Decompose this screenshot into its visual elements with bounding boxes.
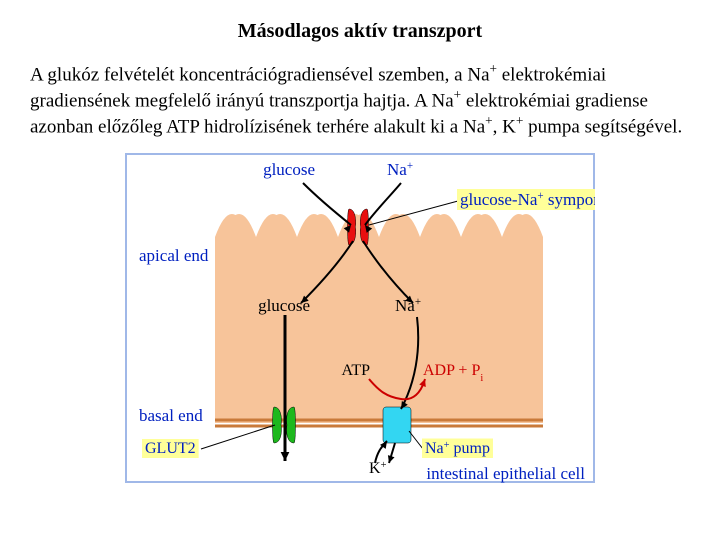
svg-text:apical end: apical end	[139, 246, 209, 265]
page-title: Másodlagos aktív transzport	[30, 20, 690, 43]
svg-text:glucose-Na+ symport: glucose-Na+ symport	[460, 190, 595, 209]
transport-diagram: glucoseNa+glucose-Na+ symportapical endg…	[125, 153, 595, 483]
body-paragraph: A glukóz felvételét koncentrációgradiens…	[30, 61, 690, 139]
svg-text:glucose: glucose	[258, 296, 310, 315]
diagram-container: glucoseNa+glucose-Na+ symportapical endg…	[30, 153, 690, 483]
svg-text:basal end: basal end	[139, 406, 203, 425]
svg-text:glucose: glucose	[263, 160, 315, 179]
svg-text:ATP: ATP	[342, 362, 371, 379]
na-pump	[383, 407, 411, 443]
svg-text:Na+ pump: Na+ pump	[425, 440, 490, 458]
svg-text:intestinal epithelial cell: intestinal epithelial cell	[426, 464, 585, 483]
svg-text:GLUT2: GLUT2	[145, 440, 196, 457]
